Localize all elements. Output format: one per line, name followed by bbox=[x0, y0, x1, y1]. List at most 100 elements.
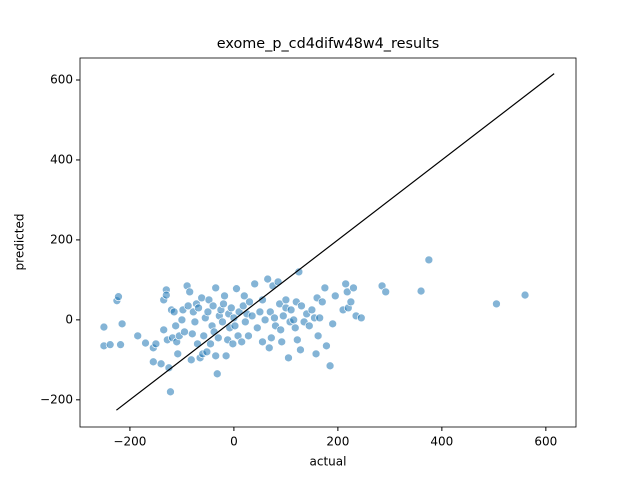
point bbox=[277, 337, 287, 347]
point bbox=[290, 323, 300, 333]
point bbox=[258, 337, 267, 347]
point bbox=[190, 317, 200, 327]
point bbox=[284, 353, 293, 363]
point bbox=[265, 307, 275, 317]
point bbox=[311, 349, 321, 359]
point bbox=[105, 340, 115, 349]
point bbox=[211, 351, 221, 361]
axes-frame bbox=[79, 57, 577, 428]
point bbox=[424, 255, 434, 265]
point bbox=[219, 299, 228, 309]
point bbox=[187, 329, 197, 339]
point bbox=[281, 295, 291, 305]
point bbox=[276, 325, 286, 335]
point bbox=[275, 299, 284, 309]
point bbox=[313, 331, 323, 341]
point bbox=[211, 283, 221, 293]
point bbox=[171, 321, 181, 331]
point bbox=[221, 351, 231, 361]
point bbox=[206, 339, 215, 349]
x-tick-label: 0 bbox=[230, 435, 238, 449]
point bbox=[166, 387, 175, 397]
point bbox=[194, 303, 203, 313]
point bbox=[99, 322, 109, 332]
point bbox=[213, 333, 223, 343]
point bbox=[270, 313, 279, 323]
point bbox=[294, 267, 304, 277]
point bbox=[193, 339, 202, 349]
point bbox=[202, 347, 212, 357]
point bbox=[208, 301, 218, 311]
point bbox=[240, 317, 250, 327]
point bbox=[260, 315, 270, 325]
y-tick-label: 200 bbox=[50, 232, 73, 246]
point bbox=[317, 297, 327, 307]
point bbox=[307, 305, 317, 315]
point bbox=[328, 319, 338, 329]
point bbox=[250, 279, 260, 289]
point bbox=[237, 337, 247, 347]
point bbox=[230, 321, 240, 331]
point bbox=[203, 307, 213, 317]
x-tick-label: 600 bbox=[534, 435, 557, 449]
point bbox=[239, 291, 249, 301]
point bbox=[116, 340, 125, 349]
point bbox=[218, 317, 227, 327]
y-axis-label: predicted bbox=[13, 214, 27, 271]
point bbox=[325, 361, 335, 371]
point bbox=[330, 291, 340, 301]
point bbox=[232, 284, 241, 294]
point bbox=[114, 292, 123, 302]
point bbox=[133, 331, 143, 341]
point bbox=[381, 287, 391, 297]
y-tick-label: −200 bbox=[40, 392, 73, 406]
point bbox=[220, 291, 229, 301]
point bbox=[320, 283, 330, 293]
point bbox=[247, 311, 257, 321]
point bbox=[304, 321, 314, 331]
point bbox=[226, 303, 236, 313]
point bbox=[117, 319, 127, 329]
point bbox=[180, 327, 189, 337]
point bbox=[199, 331, 209, 341]
point bbox=[177, 315, 187, 325]
point bbox=[258, 295, 267, 305]
point bbox=[356, 313, 366, 323]
point bbox=[315, 313, 325, 323]
point bbox=[204, 295, 214, 305]
point bbox=[278, 311, 288, 321]
point bbox=[183, 301, 193, 311]
point bbox=[169, 307, 179, 317]
point bbox=[212, 369, 222, 379]
point bbox=[245, 297, 254, 307]
point bbox=[341, 279, 351, 289]
x-tick-label: 400 bbox=[430, 435, 453, 449]
reference-line bbox=[116, 73, 555, 411]
point bbox=[164, 363, 174, 373]
x-tick-label: −200 bbox=[113, 435, 146, 449]
point bbox=[349, 283, 358, 293]
point bbox=[292, 335, 302, 345]
point bbox=[416, 286, 426, 296]
y-tick-label: 0 bbox=[65, 312, 73, 326]
point bbox=[322, 341, 331, 351]
x-tick-label: 200 bbox=[326, 435, 349, 449]
point bbox=[297, 301, 306, 311]
point bbox=[252, 323, 262, 333]
point bbox=[159, 325, 169, 335]
point bbox=[520, 290, 530, 300]
point bbox=[161, 290, 171, 300]
x-axis-label: actual bbox=[310, 455, 347, 469]
point bbox=[151, 339, 161, 349]
point bbox=[286, 305, 296, 315]
point bbox=[264, 343, 274, 353]
point bbox=[141, 338, 150, 348]
point bbox=[342, 287, 352, 297]
y-tick-label: 400 bbox=[50, 152, 73, 166]
point bbox=[296, 345, 305, 355]
point bbox=[244, 331, 253, 341]
point bbox=[238, 301, 248, 311]
point bbox=[185, 287, 195, 297]
point bbox=[156, 359, 166, 369]
